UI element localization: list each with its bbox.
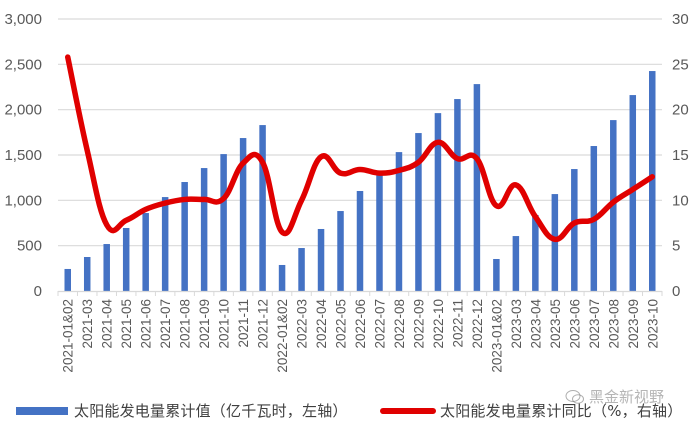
- x-tick-label: 2023-08: [606, 299, 621, 349]
- right-tick-label: 20: [672, 102, 689, 119]
- legend: 太阳能发电量累计值（亿千瓦时，左轴） 太阳能发电量累计同比（%，右轴）: [0, 400, 700, 426]
- bar: [571, 169, 578, 291]
- x-tick-label: 2022-07: [372, 299, 387, 349]
- x-tick-label: 2023-05: [548, 299, 563, 349]
- bar: [395, 152, 403, 291]
- x-tick-label: 2022-03: [295, 299, 310, 349]
- x-tick-label: 2021-04: [100, 299, 115, 349]
- x-tick-label: 2021-05: [119, 299, 134, 349]
- bar: [317, 228, 325, 291]
- x-tick-label: 2021-07: [158, 299, 173, 349]
- right-tick-label: 15: [672, 147, 689, 164]
- x-tick-label: 2022-12: [470, 299, 485, 349]
- bar: [122, 227, 130, 291]
- bar: [142, 213, 149, 291]
- left-tick-label: 2,000: [4, 102, 42, 119]
- x-tick-label: 2022-10: [431, 299, 446, 349]
- legend-item-line: 太阳能发电量累计同比（%，右轴）: [380, 400, 682, 421]
- left-tick-label: 500: [17, 238, 42, 255]
- legend-label-line: 太阳能发电量累计同比（%，右轴）: [440, 402, 683, 420]
- wechat-icon: [565, 389, 584, 404]
- left-y-axis: 0 500 1,000 1,500 2,000 2,500 3,000: [4, 11, 42, 300]
- x-tick-label: 2022-04: [314, 299, 329, 349]
- bar: [434, 113, 442, 291]
- bar: [356, 190, 364, 291]
- bar: [493, 258, 500, 291]
- x-tick-label: 2021-11: [236, 299, 251, 348]
- x-tick-label: 2022-05: [334, 299, 349, 349]
- left-tick-label: 2,500: [4, 56, 42, 73]
- right-y-axis: 0 5 10 15 20 25 30: [672, 11, 689, 300]
- bar: [532, 215, 539, 291]
- gridlines: [58, 18, 662, 247]
- x-tick-label: 2023-04: [528, 299, 543, 349]
- x-tick-label: 2022-11: [450, 299, 465, 348]
- left-tick-label: 3,000: [4, 11, 42, 28]
- bar: [454, 99, 461, 291]
- x-tick-label: 2022-06: [353, 299, 368, 349]
- line-series-yoy-growth: [64, 54, 656, 243]
- x-tick-label: 2021-09: [197, 299, 212, 349]
- right-tick-label: 10: [672, 192, 689, 209]
- x-tick-label: 2022-01&02: [275, 299, 290, 373]
- bar-swatch-icon: [16, 406, 68, 415]
- watermark-text: 黑金新视野: [589, 388, 665, 406]
- bar: [259, 125, 266, 291]
- x-tick-label: 2023-09: [626, 299, 641, 349]
- bar: [278, 264, 286, 291]
- bar: [200, 168, 208, 291]
- bar: [415, 133, 422, 291]
- bar: [337, 211, 344, 291]
- left-tick-label: 0: [34, 283, 42, 300]
- bar: [376, 174, 383, 291]
- x-tick-label: 2021-01&02: [61, 299, 76, 373]
- bar: [161, 197, 169, 291]
- x-tick-label: 2021-08: [178, 299, 193, 349]
- right-tick-label: 30: [672, 11, 689, 28]
- bar: [239, 138, 247, 291]
- bar: [181, 182, 188, 291]
- x-tick-label: 2023-07: [587, 299, 602, 349]
- left-tick-label: 1,000: [4, 192, 42, 209]
- bar: [298, 248, 305, 291]
- bar: [103, 244, 110, 291]
- bar: [512, 236, 520, 291]
- x-tick-label: 2022-09: [411, 299, 426, 349]
- legend-item-bar: 太阳能发电量累计值（亿千瓦时，左轴）: [16, 400, 348, 421]
- x-tick-label: 2021-12: [256, 299, 271, 349]
- legend-label-bar: 太阳能发电量累计值（亿千瓦时，左轴）: [74, 402, 348, 420]
- x-tick-label: 2023-01&02: [489, 299, 504, 373]
- x-axis: 2021-01&02 2021-03 2021-04 2021-05 2021-06 20…: [57, 290, 663, 373]
- bar: [551, 194, 559, 291]
- bar: [629, 95, 637, 291]
- right-tick-label: 25: [672, 56, 689, 73]
- x-tick-label: 2023-03: [509, 299, 524, 349]
- left-tick-label: 1,500: [4, 147, 42, 164]
- x-tick-label: 2022-08: [392, 299, 407, 349]
- right-tick-label: 0: [672, 283, 680, 300]
- bar: [220, 154, 227, 291]
- right-tick-label: 5: [672, 238, 680, 255]
- x-tick-label: 2021-10: [217, 299, 232, 349]
- bar-series-cumulative-generation: [64, 71, 656, 292]
- x-tick-label: 2021-03: [80, 299, 95, 349]
- bar: [64, 268, 71, 291]
- bar: [83, 257, 91, 291]
- watermark: 黑金新视野: [565, 386, 664, 407]
- x-tick-label: 2021-06: [139, 299, 154, 349]
- line-swatch-icon: [380, 407, 436, 414]
- bar: [649, 71, 656, 291]
- x-tick-label: 2023-10: [645, 299, 660, 349]
- x-tick-label: 2023-06: [567, 299, 582, 349]
- bar: [473, 84, 481, 291]
